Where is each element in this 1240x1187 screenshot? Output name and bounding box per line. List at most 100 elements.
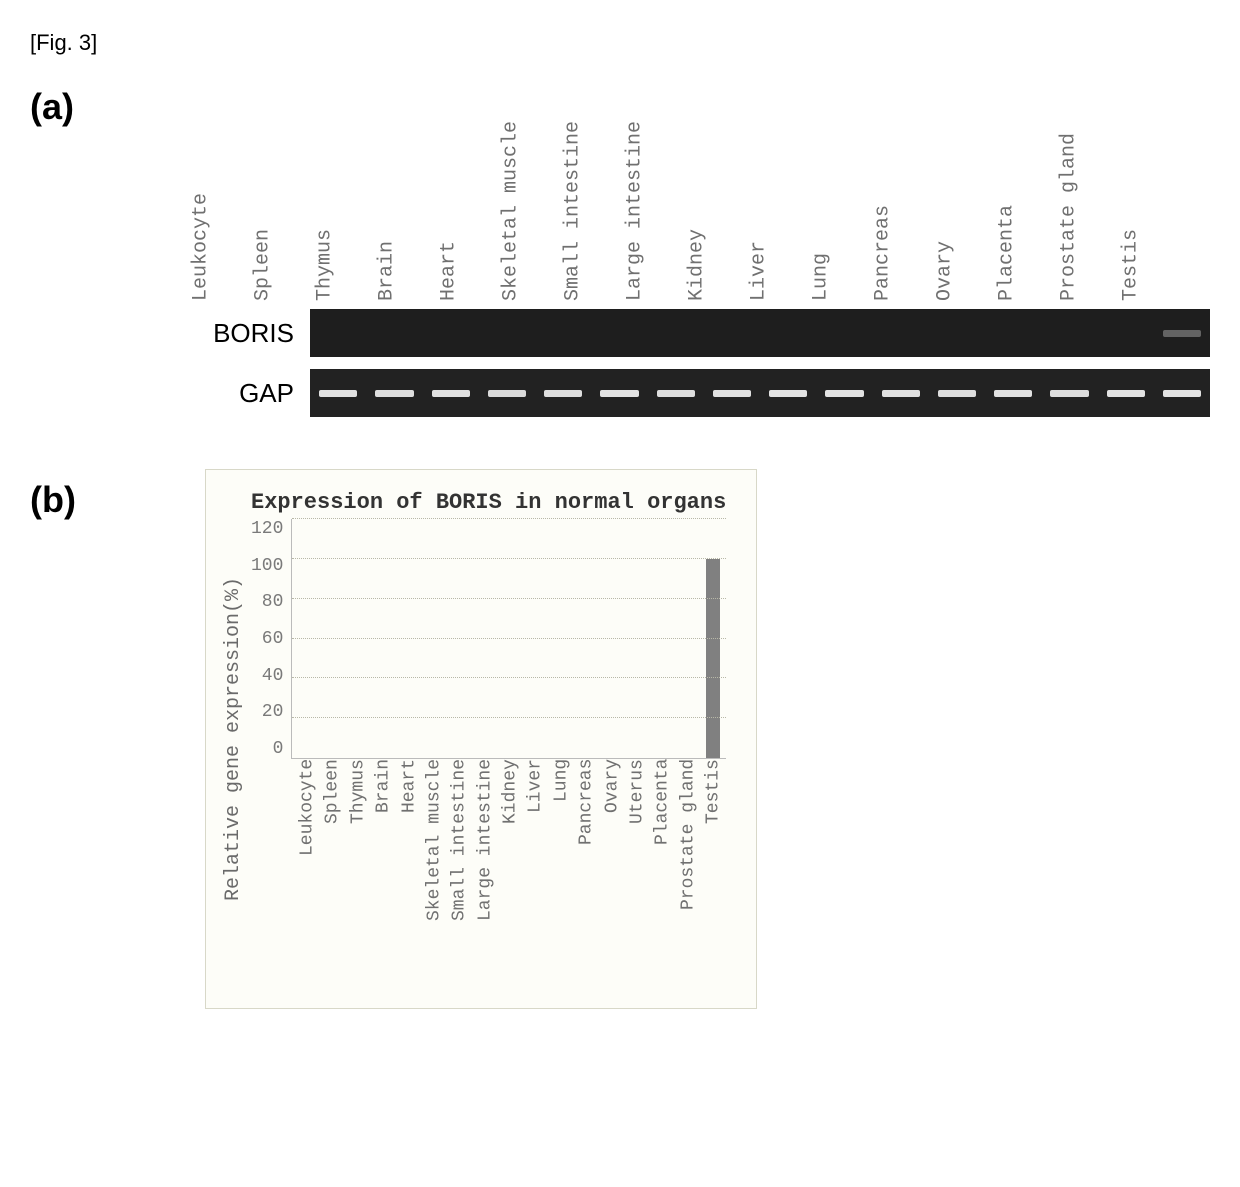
- gel-lane: [591, 309, 647, 357]
- chart-bar-slot: [394, 519, 420, 758]
- gel-lane: [423, 369, 479, 417]
- chart-x-label: Leukocyte: [295, 759, 320, 969]
- chart-x-label: Uterus: [625, 759, 650, 969]
- gel-band: [375, 390, 413, 397]
- gel-lane: [760, 309, 816, 357]
- gel-row-label: GAP: [170, 378, 310, 409]
- gel-lane: [648, 369, 704, 417]
- gel-lane: [535, 369, 591, 417]
- gel-band: [769, 390, 807, 397]
- gel-lane: [704, 309, 760, 357]
- gel-band: [825, 390, 863, 397]
- gel-lane-label: Spleen: [232, 225, 294, 301]
- gel-lane-label: Pancreas: [852, 201, 914, 301]
- chart-container: Relative gene expression(%) Expression o…: [205, 469, 757, 1009]
- chart-x-label: Testis: [701, 759, 726, 969]
- gel-lane: [985, 309, 1041, 357]
- gel-lane-label: Leukocyte: [170, 189, 232, 301]
- gel-lane-label: Lung: [790, 249, 852, 301]
- gel-row: BORIS: [170, 309, 1210, 357]
- chart-grid-line: [292, 558, 726, 559]
- gel-lane: [479, 369, 535, 417]
- panel-b: (b) Relative gene expression(%) Expressi…: [30, 469, 1210, 1009]
- gel-lane-labels: LeukocyteSpleenThymusBrainHeartSkeletal …: [170, 86, 1210, 301]
- gel-lane-label: Liver: [728, 237, 790, 301]
- chart-bar-slot: [292, 519, 318, 758]
- gel-lane: [1154, 369, 1210, 417]
- gel-lane: [816, 369, 872, 417]
- gel-band: [319, 390, 357, 397]
- chart-x-label: Brain: [371, 759, 396, 969]
- gel-lane: [310, 369, 366, 417]
- gel-lane: [816, 309, 872, 357]
- gel-lane: [929, 369, 985, 417]
- gel-band: [1163, 390, 1201, 397]
- gel-lane: [873, 369, 929, 417]
- chart-x-label: Thymus: [346, 759, 371, 969]
- chart-bar-slot: [471, 519, 497, 758]
- gel-lane-label: Testis: [1100, 225, 1162, 301]
- gel-lane: [591, 369, 647, 417]
- chart-y-axis-label: Relative gene expression(%): [216, 490, 251, 988]
- chart-grid-line: [292, 717, 726, 718]
- chart-grid-line: [292, 518, 726, 519]
- chart-x-label: Pancreas: [574, 759, 599, 969]
- gel-band: [994, 390, 1032, 397]
- gel-lane: [423, 309, 479, 357]
- chart-bar-slot: [548, 519, 574, 758]
- chart-y-tick-label: 100: [251, 556, 283, 576]
- chart-bar-slot: [624, 519, 650, 758]
- chart-bar-slot: [573, 519, 599, 758]
- chart-y-tick-label: 20: [262, 702, 284, 722]
- chart-bar-slot: [599, 519, 625, 758]
- chart-x-label: Liver: [523, 759, 548, 969]
- gel-strip: [310, 309, 1210, 357]
- gel-lane-label: Thymus: [294, 225, 356, 301]
- gel-band: [600, 390, 638, 397]
- gel-band: [1050, 390, 1088, 397]
- gel-lane: [648, 309, 704, 357]
- chart-bar-slot: [650, 519, 676, 758]
- gel-lane: [535, 309, 591, 357]
- chart-y-tick-label: 80: [262, 592, 284, 612]
- chart-grid-line: [292, 638, 726, 639]
- chart-x-label: Prostate gland: [676, 759, 701, 969]
- gel-band: [544, 390, 582, 397]
- gel-lane-label: Ovary: [914, 237, 976, 301]
- gel-row: GAP: [170, 369, 1210, 417]
- chart-bar-slot: [446, 519, 472, 758]
- gel-lane-label: Prostate gland: [1038, 129, 1100, 301]
- chart-grid-line: [292, 677, 726, 678]
- gel-lane: [1098, 309, 1154, 357]
- gel-lane-label: Kidney: [666, 225, 728, 301]
- chart-y-tick-label: 60: [262, 629, 284, 649]
- gel-band: [882, 390, 920, 397]
- chart-x-label: Spleen: [320, 759, 345, 969]
- gel-band: [657, 390, 695, 397]
- gel-lane-label: Placenta: [976, 201, 1038, 301]
- chart-x-label: Heart: [397, 759, 422, 969]
- gel-lane: [929, 309, 985, 357]
- gel-band: [488, 390, 526, 397]
- gel-lane: [985, 369, 1041, 417]
- gel-lane: [1041, 309, 1097, 357]
- chart-x-label: Small intestine: [447, 759, 472, 969]
- chart-x-label: Skeletal muscle: [422, 759, 447, 969]
- chart-y-ticks: 120100806040200: [251, 519, 291, 759]
- figure-label: [Fig. 3]: [30, 30, 1210, 56]
- gel-lane-label: Large intestine: [604, 117, 666, 301]
- gel-band: [938, 390, 976, 397]
- chart-y-tick-label: 0: [273, 739, 284, 759]
- gel-lane-label: Small intestine: [542, 117, 604, 301]
- panel-a: (a) LeukocyteSpleenThymusBrainHeartSkele…: [30, 86, 1210, 429]
- chart-bar-slot: [420, 519, 446, 758]
- gel-lane: [366, 369, 422, 417]
- chart-y-tick-label: 120: [251, 519, 283, 539]
- chart-bar-slot: [701, 519, 727, 758]
- chart-x-label: Large intestine: [473, 759, 498, 969]
- chart-x-label: Lung: [549, 759, 574, 969]
- chart-bar-slot: [318, 519, 344, 758]
- gel-lane: [366, 309, 422, 357]
- chart-x-labels: LeukocyteSpleenThymusBrainHeartSkeletal …: [295, 759, 726, 969]
- chart-x-label: Ovary: [600, 759, 625, 969]
